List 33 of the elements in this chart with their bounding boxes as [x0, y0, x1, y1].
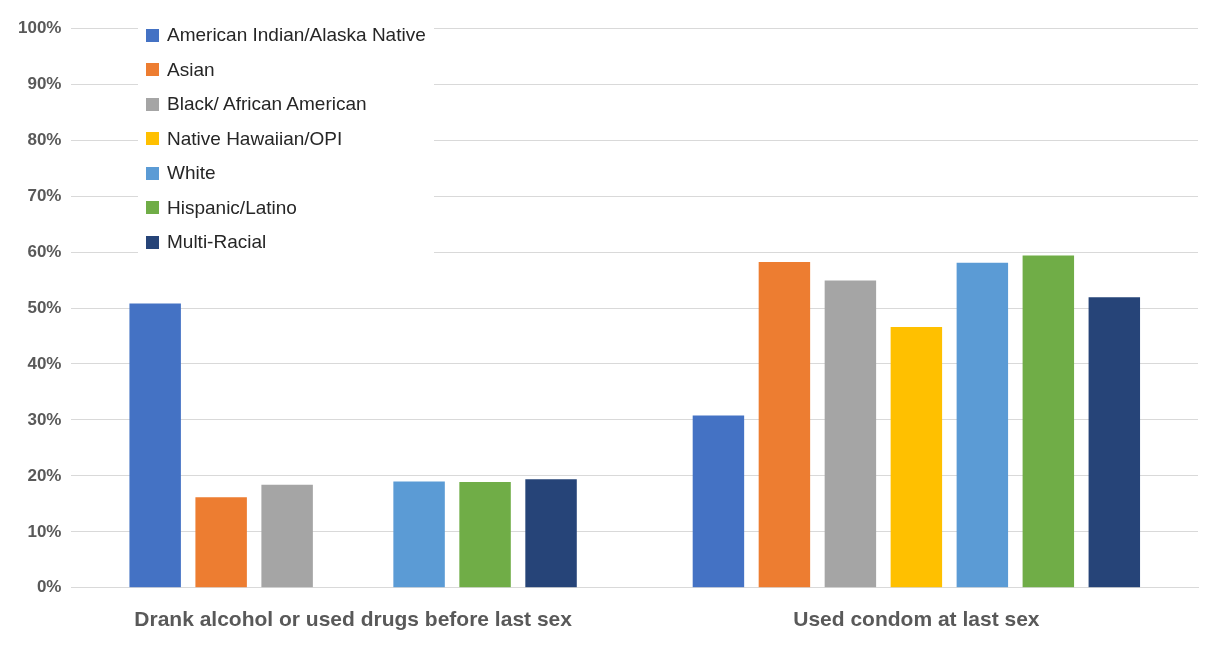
- legend-label: Native Hawaiian/OPI: [167, 127, 343, 150]
- legend-label: Multi-Racial: [167, 231, 267, 254]
- legend-label: Hispanic/Latino: [167, 196, 297, 219]
- bar: [261, 484, 313, 588]
- y-tick-label: 60%: [27, 241, 62, 261]
- y-tick-label: 70%: [27, 185, 62, 205]
- bar: [525, 479, 577, 588]
- y-tick-label: 30%: [27, 409, 62, 429]
- y-tick-label: 0%: [36, 577, 62, 597]
- bar: [824, 280, 877, 588]
- legend-label: White: [167, 162, 216, 185]
- bar: [692, 415, 745, 588]
- bar: [956, 262, 1009, 588]
- legend-label: Asian: [167, 58, 215, 81]
- legend-label: American Indian/Alaska Native: [167, 24, 426, 47]
- bar: [393, 481, 445, 588]
- legend-label: Black/ African American: [167, 93, 367, 116]
- bar: [459, 482, 511, 588]
- y-tick-label: 100%: [18, 17, 62, 37]
- x-tick-label: Used condom at last sex: [793, 607, 1040, 631]
- y-tick-label: 80%: [27, 129, 62, 149]
- y-tick-label: 20%: [27, 465, 62, 485]
- bar: [129, 303, 181, 588]
- y-tick-label: 40%: [27, 353, 62, 373]
- bar: [1022, 255, 1075, 588]
- bar: [758, 262, 811, 588]
- y-tick-label: 90%: [27, 73, 62, 93]
- y-tick-label: 10%: [27, 521, 62, 541]
- y-tick-label: 50%: [27, 297, 62, 317]
- bar: [195, 497, 247, 588]
- x-tick-label: Drank alcohol or used drugs before last sex: [134, 607, 573, 631]
- bar: [890, 327, 943, 588]
- bar: [1088, 297, 1141, 588]
